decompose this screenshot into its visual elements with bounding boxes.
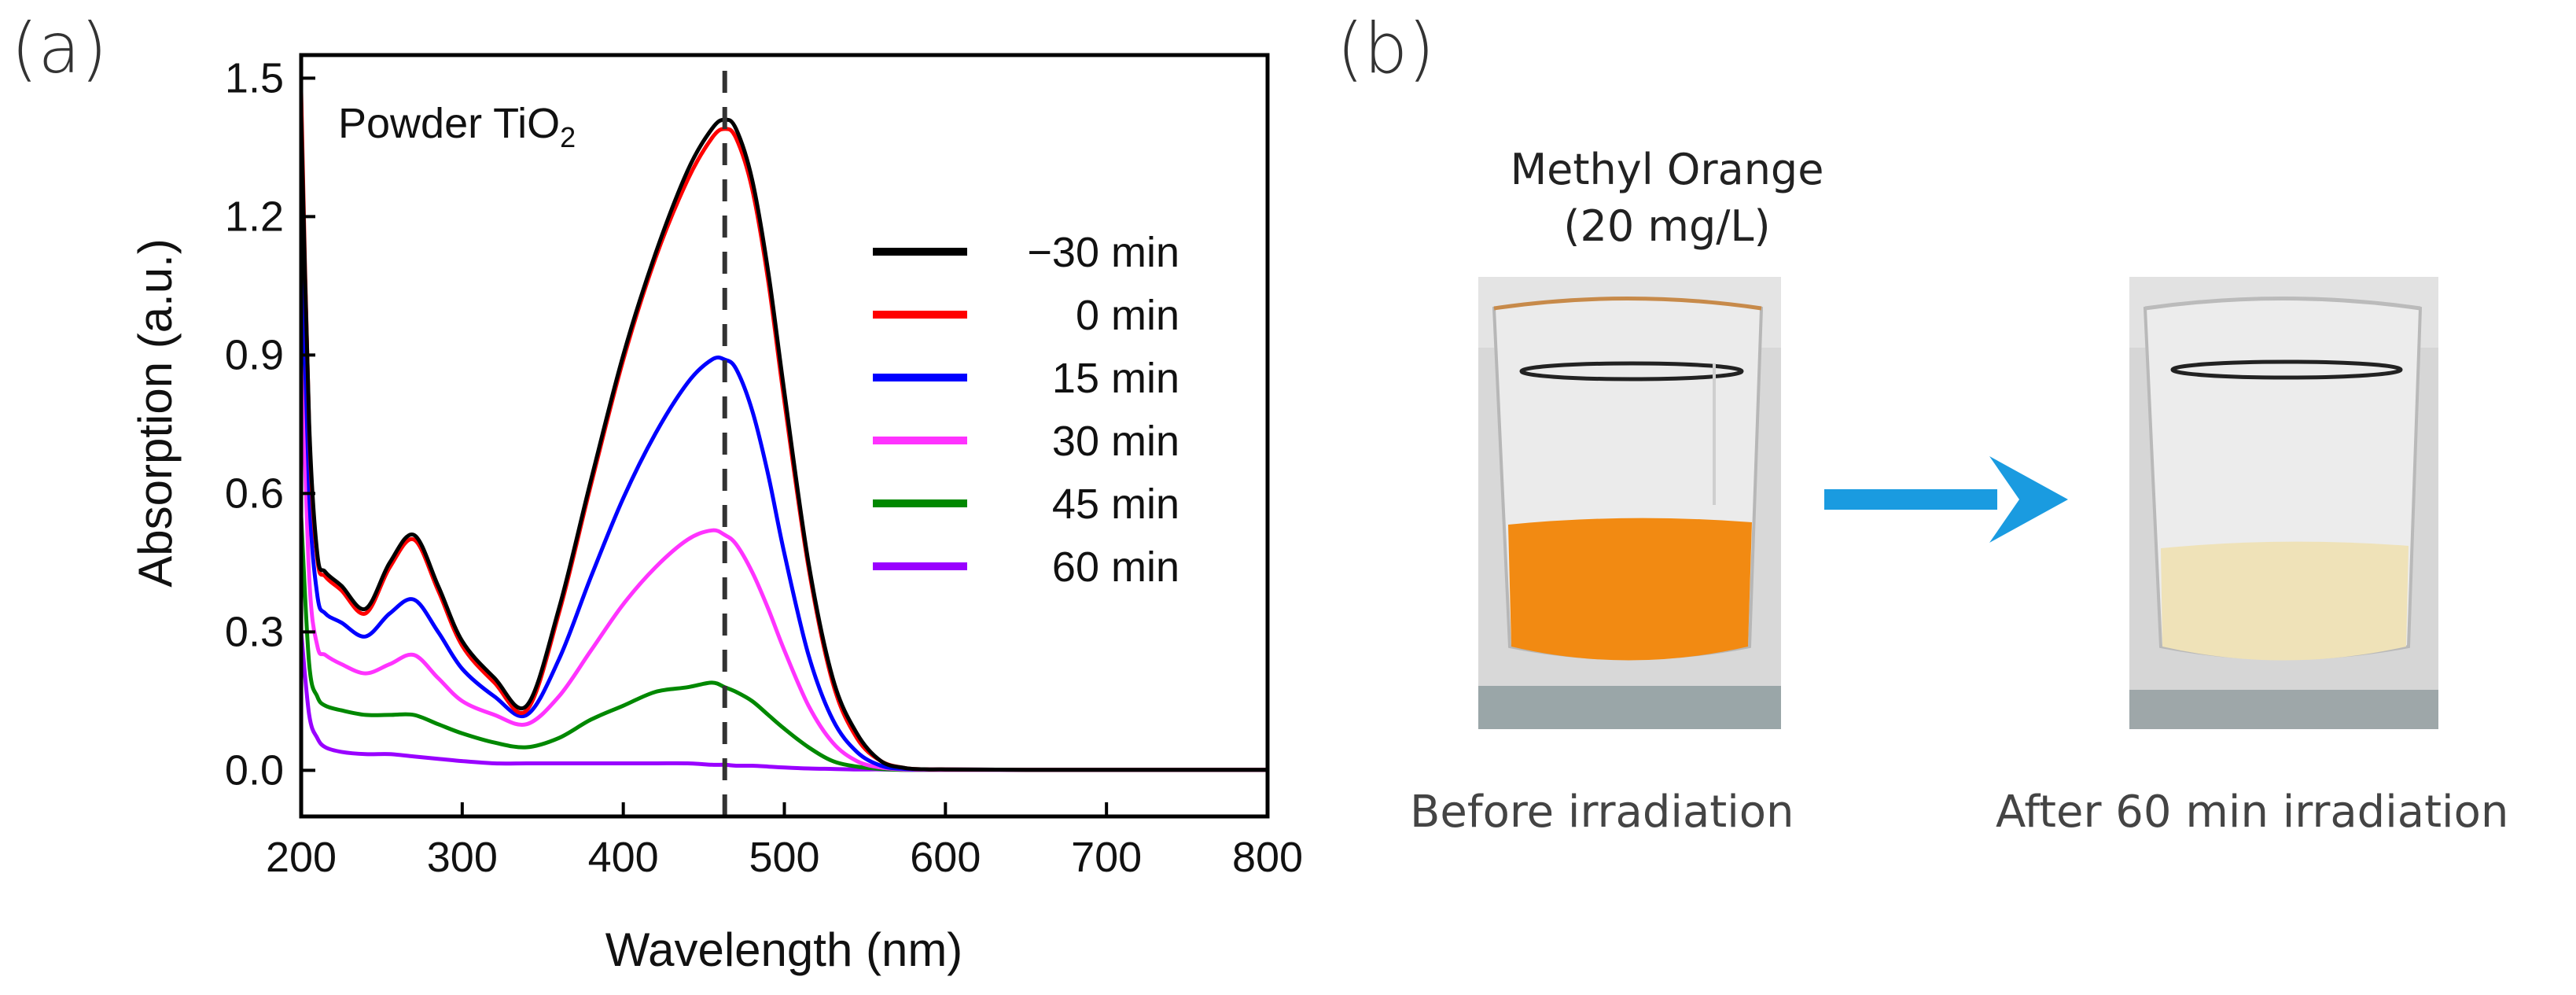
y-tick-label: 0.9 <box>225 331 284 378</box>
y-tick-label: 0.0 <box>225 746 284 794</box>
before-beaker-photo <box>1478 277 1781 729</box>
after-beaker-photo <box>2129 277 2438 729</box>
before-caption: Before irradiation <box>1410 787 1794 838</box>
panel-a-label: (a) <box>11 8 108 89</box>
panel-b-label: (b) <box>1337 8 1435 89</box>
arrow-right-icon <box>1824 456 2068 543</box>
axis-ticks: 200 300 400 500 600 700 800 0.0 0.3 0.6 0.9 1.2 1.5 <box>225 54 1303 881</box>
legend: −30 min 0 min 15 min 30 min 45 min 60 min <box>873 229 1179 591</box>
x-tick-label: 800 <box>1232 834 1303 881</box>
y-tick-label: 0.6 <box>225 470 284 517</box>
after-liquid <box>2161 541 2409 661</box>
x-tick-label: 500 <box>749 834 819 881</box>
x-tick-label: 200 <box>266 834 337 881</box>
legend-label: 0 min <box>1076 292 1179 339</box>
y-tick-label: 0.3 <box>225 608 284 655</box>
plot-area <box>299 91 1268 772</box>
x-tick-label: 400 <box>588 834 659 881</box>
legend-label: 15 min <box>1052 355 1179 402</box>
y-tick-label: 1.5 <box>225 54 284 101</box>
x-axis-title: Wavelength (nm) <box>605 923 963 976</box>
y-axis-title: Absorption (a.u.) <box>129 238 182 588</box>
y-tick-label: 1.2 <box>225 193 284 240</box>
legend-label: −30 min <box>1027 229 1179 276</box>
sample-concentration: (20 mg/L) <box>1563 201 1771 251</box>
legend-label: 45 min <box>1052 481 1179 528</box>
after-caption: After 60 min irradiation <box>1996 787 2509 838</box>
x-tick-label: 700 <box>1071 834 1142 881</box>
absorption-chart: 200 300 400 500 600 700 8000.00.30.60.91.21.5 … <box>129 53 1303 976</box>
x-tick-label: 300 <box>427 834 498 881</box>
series-line <box>299 115 1268 772</box>
sample-title: Methyl Orange (20 mg/L) <box>1447 142 1887 255</box>
x-tick-label: 600 <box>910 834 981 881</box>
before-liquid <box>1508 518 1752 661</box>
legend-label: 60 min <box>1052 544 1179 591</box>
sample-name: Methyl Orange <box>1510 145 1824 194</box>
powder-tio2-annotation: Powder TiO2 <box>338 100 576 153</box>
legend-label: 30 min <box>1052 418 1179 465</box>
